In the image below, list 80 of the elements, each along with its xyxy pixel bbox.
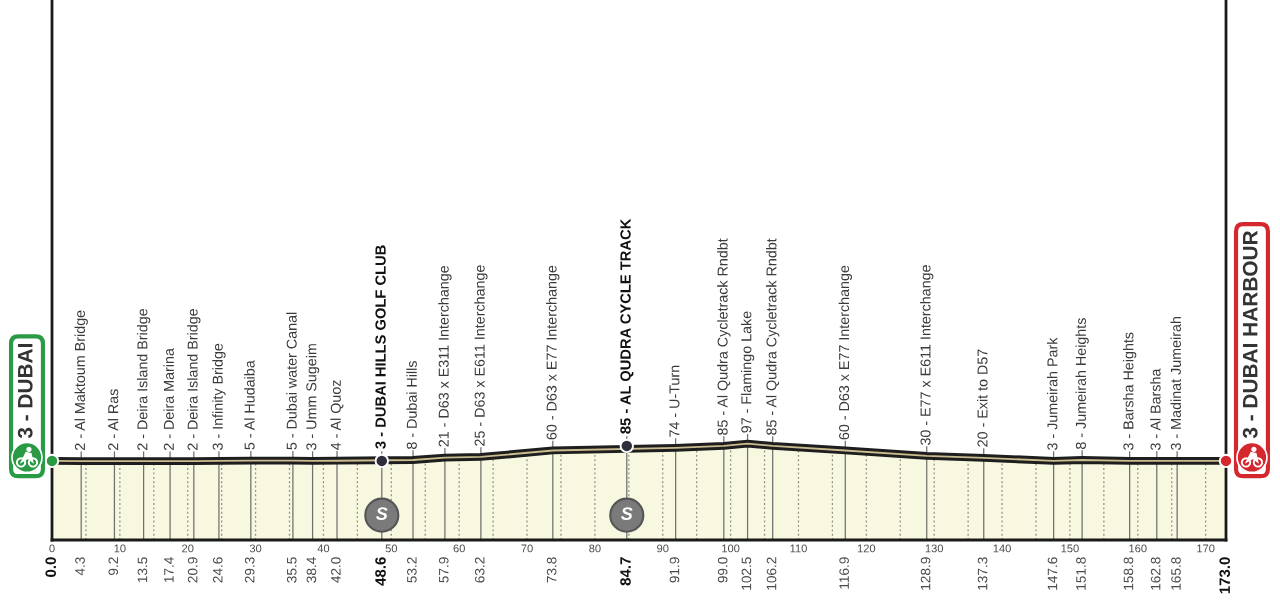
x-tick-label: 70 [521,544,533,553]
text: S [376,507,388,521]
x2-tick-label: 147.6 [1047,557,1058,590]
x2-tick-label: 13.5 [137,557,148,583]
data-label: 4 - Al Quoz [330,380,344,450]
x2-tick-label: 162.8 [1150,557,1161,590]
data-label: 97 - Flamingo Lake [740,311,755,433]
x2-tick-label: 29.3 [244,557,255,583]
x2-tick-label: 73.8 [546,557,557,583]
x-tick-label: 20 [182,544,194,553]
data-label: 3 - DUBAI HILLS GOLF CLUB [375,245,386,449]
x-tick-label: 60 [453,544,465,553]
data-label: 3 - Infinity Bridge [212,343,226,450]
x-tick-label: 130 [925,544,944,553]
x2-tick-label: 165.8 [1171,557,1181,590]
x2-tick-label: 4.3 [75,557,85,576]
data-label: 30 - E77 x E611 Interchange [920,265,934,446]
x2-tick-label: 38.4 [306,557,317,583]
x2-tick-label: 151.8 [1076,557,1086,590]
x-tick-label: 160 [1129,544,1147,553]
data-label: 3 - DUBAI [17,344,33,439]
data-label: 85 - Al Qudra Cycletrack Rndbt [717,238,731,435]
x2-tick-label: 42.0 [331,557,341,583]
x2-tick-label: 173.0 [1219,557,1231,594]
x2-tick-label: 102.5 [741,557,752,590]
data-label: 8 - Jumeirah Heights [1075,318,1089,449]
data-label: 3 - Al Barsha [1150,368,1161,450]
x2-tick-label: 91.9 [669,557,680,583]
data-label: 5 - Dubai water Canal [286,312,297,450]
data-label: 5 - Al Hudaiba [244,360,255,450]
x2-tick-label: 17.4 [164,557,174,583]
x2-tick-label: 0.0 [45,557,57,577]
x2-tick-label: 116.9 [839,557,849,589]
x2-tick-label: 48.6 [375,557,386,586]
data-label: 3 - Jumeirah Park [1046,337,1058,450]
data-label: 74 - U-Turn [669,365,680,437]
data-label: 21 - D63 x E311 Interchange [438,265,452,447]
x2-tick-label: 9.2 [108,557,119,575]
data-label: 2 - Deira Marina [163,348,174,450]
x-tick-label: 170 [1197,544,1215,553]
x-tick-label: 50 [385,544,398,553]
data-label: 25 - D63 x E611 Interchange [474,265,488,446]
data-label: 3 - Madinat Jumeirah [1170,317,1181,450]
x-tick-label: 40 [317,544,330,553]
x-tick-label: 10 [114,544,126,553]
data-label: 85 - Al Qudra Cycletrack Rndbt [766,238,780,435]
x2-tick-label: 57.9 [438,557,449,583]
x-tick-label: 100 [722,544,740,553]
x2-tick-label: 158.8 [1123,557,1134,590]
x-tick-label: 150 [1061,544,1079,553]
x2-tick-label: 84.7 [620,557,631,586]
data-label: 2 - Deira Island Bridge [187,308,201,450]
x2-tick-label: 63.2 [474,557,485,583]
x-tick-label: 0 [49,544,55,553]
data-label: 3 - DUBAI HARBOUR [1242,230,1258,439]
x2-tick-label: 106.2 [766,557,777,590]
x-tick-label: 110 [790,544,807,553]
data-label: 2 - Al Ras [107,389,119,450]
text: S [620,507,633,521]
x-tick-label: 80 [589,544,601,553]
data-label: 2 - Deira Island Bridge [136,308,151,450]
x2-tick-label: 137.3 [977,557,988,590]
x2-tick-label: 35.5 [286,557,297,583]
x2-tick-label: 24.6 [212,557,223,583]
x2-tick-label: 53.2 [407,557,417,583]
x-tick-label: 90 [657,544,669,553]
x-tick-label: 120 [857,544,876,553]
data-label: 3 - Umm Sugeim [305,344,320,450]
data-label: 20 - Exit to D57 [977,349,988,447]
data-label: 60 - D63 x E77 Interchange [546,265,560,440]
x2-tick-label: 20.9 [187,557,198,583]
data-label: 8 - Dubai Hills [406,361,417,449]
x-tick-label: 140 [993,544,1011,553]
data-label: 2 - Al Maktoum Bridge [74,310,88,450]
x2-tick-label: 128.9 [920,557,931,590]
x-tick-label: 30 [249,544,262,553]
data-label: 85 - AL QUDRA CYCLE TRACK [620,218,634,434]
data-label: 3 - Barsha Heights [1122,332,1137,450]
x2-tick-label: 99.0 [717,557,728,583]
data-label: 60 - D63 x E77 Interchange [838,265,852,440]
